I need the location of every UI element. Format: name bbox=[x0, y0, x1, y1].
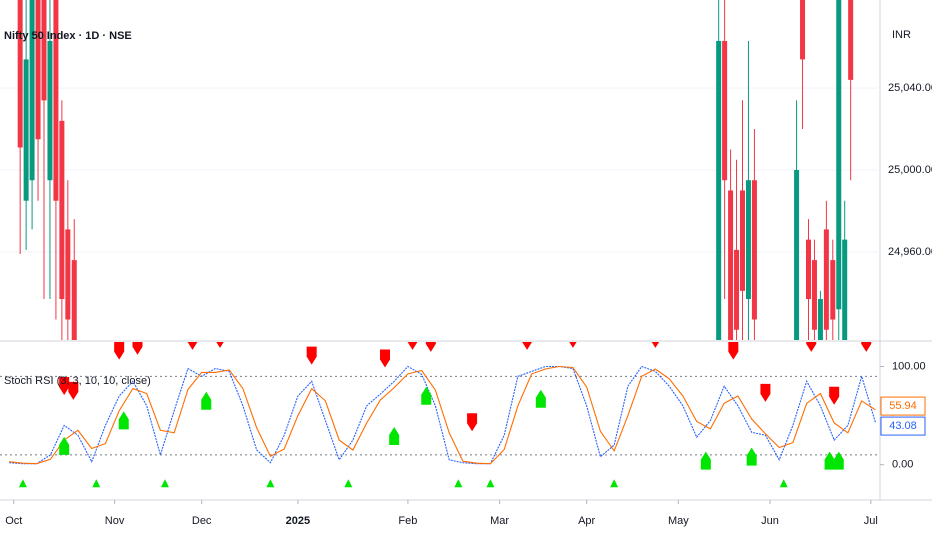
sell-marker bbox=[467, 413, 478, 432]
sell-marker bbox=[760, 383, 771, 402]
candle-body bbox=[800, 0, 806, 60]
sell-marker bbox=[114, 342, 125, 360]
x-tick-label: Nov bbox=[105, 515, 125, 527]
indicator-title: Stoch RSI (3, 3, 10, 10, close) bbox=[4, 375, 151, 387]
sell-marker bbox=[306, 346, 317, 365]
sell-marker bbox=[380, 349, 390, 368]
last-value-box bbox=[880, 396, 926, 416]
buy-marker bbox=[535, 389, 546, 408]
last-value-label: 55.94 bbox=[889, 400, 917, 412]
buy-marker bbox=[59, 436, 70, 455]
buy-tick bbox=[344, 479, 353, 488]
buy-tick bbox=[18, 479, 27, 488]
candle-body bbox=[806, 239, 811, 300]
y-tick-label: 25,000.00 bbox=[888, 164, 932, 176]
buy-marker bbox=[389, 427, 400, 446]
sell-marker bbox=[68, 381, 79, 400]
candle-body bbox=[848, 0, 854, 80]
buy-marker bbox=[833, 451, 844, 470]
candle-body bbox=[53, 0, 59, 201]
sell-marker bbox=[522, 342, 532, 350]
y-tick-label: 0.00 bbox=[892, 459, 913, 471]
buy-tick bbox=[92, 479, 101, 488]
candle-body bbox=[794, 170, 800, 340]
sell-marker bbox=[861, 342, 872, 352]
buy-tick bbox=[486, 479, 495, 488]
buy-marker bbox=[746, 447, 757, 466]
candle-body bbox=[23, 59, 29, 201]
candle-body bbox=[751, 180, 757, 320]
sell-marker bbox=[187, 342, 198, 350]
buy-marker bbox=[824, 451, 835, 470]
candle-body bbox=[71, 260, 77, 340]
candle-body bbox=[35, 0, 41, 140]
candle-body bbox=[59, 120, 65, 300]
price-pane bbox=[0, 0, 880, 340]
sell-marker bbox=[651, 342, 660, 348]
sell-marker bbox=[569, 342, 577, 348]
buy-marker bbox=[421, 386, 432, 405]
y-tick-label: 100.00 bbox=[892, 360, 926, 372]
candle-body bbox=[41, 0, 47, 101]
sell-marker bbox=[425, 342, 436, 352]
candle-body bbox=[811, 260, 817, 330]
candle-body bbox=[65, 229, 71, 320]
sell-marker bbox=[407, 342, 418, 350]
y-tick-label: 24,960.00 bbox=[888, 246, 932, 258]
buy-marker bbox=[201, 391, 212, 410]
indicator-line bbox=[9, 365, 876, 465]
buy-tick bbox=[161, 479, 169, 488]
sell-marker bbox=[728, 342, 739, 360]
buy-tick bbox=[779, 479, 788, 488]
sell-marker bbox=[216, 342, 224, 348]
buy-tick bbox=[610, 479, 619, 488]
last-value-label: 43.08 bbox=[889, 420, 917, 432]
candle-body bbox=[722, 40, 728, 181]
buy-marker bbox=[118, 411, 129, 430]
candle-body bbox=[830, 260, 836, 320]
x-tick-label: Oct bbox=[5, 515, 22, 527]
candle-body bbox=[817, 299, 823, 340]
sell-marker bbox=[59, 376, 70, 395]
x-tick-label: Mar bbox=[490, 515, 509, 527]
x-tick-label: Jul bbox=[864, 515, 878, 527]
candle-body bbox=[745, 180, 751, 300]
candle-body bbox=[740, 190, 745, 291]
candle-body bbox=[17, 0, 23, 148]
candle-body bbox=[29, 0, 35, 181]
candle-body bbox=[734, 249, 740, 330]
buy-tick bbox=[266, 479, 275, 488]
candle-body bbox=[716, 40, 722, 340]
x-tick-label: Jun bbox=[761, 515, 779, 527]
x-tick-label: Apr bbox=[578, 515, 595, 527]
currency-label: INR bbox=[892, 29, 911, 41]
indicator-line bbox=[9, 365, 876, 465]
candle-body bbox=[47, 40, 53, 181]
x-tick-label: Dec bbox=[192, 515, 212, 527]
candle-body bbox=[836, 0, 842, 310]
candle-body bbox=[842, 239, 848, 340]
buy-tick bbox=[454, 479, 463, 488]
buy-marker bbox=[700, 451, 711, 470]
x-tick-label: May bbox=[668, 515, 689, 527]
indicator-pane bbox=[0, 342, 880, 470]
candle-body bbox=[728, 190, 734, 340]
x-tick-label: 2025 bbox=[286, 515, 310, 527]
y-tick-label: 25,040.00 bbox=[888, 82, 932, 94]
sell-marker bbox=[806, 342, 817, 352]
sell-marker bbox=[132, 342, 143, 355]
chart-title: Nifty 50 Index · 1D · NSE bbox=[4, 30, 132, 42]
sell-marker bbox=[829, 386, 840, 405]
last-value-box bbox=[880, 416, 926, 436]
candle-body bbox=[823, 229, 829, 330]
x-tick-label: Feb bbox=[398, 515, 417, 527]
